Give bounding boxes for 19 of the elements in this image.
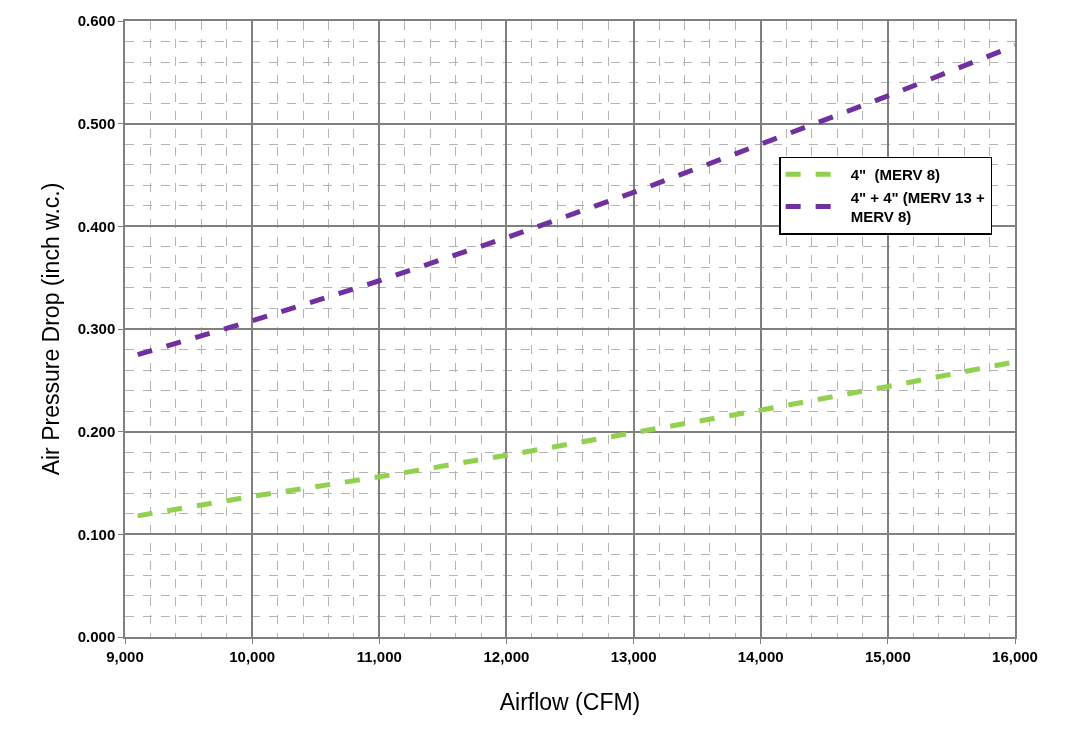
x-tick-label: 12,000	[483, 647, 530, 665]
x-tick-label: 11,000	[356, 647, 402, 665]
x-tick-label: 16,000	[992, 647, 1038, 665]
x-tick-label: 13,000	[610, 647, 657, 665]
y-tick-label: 0.400	[77, 217, 116, 235]
x-tick-label: 15,000	[864, 647, 911, 665]
y-tick-label: 0.200	[77, 422, 116, 440]
y-axis-title: Air Pressure Drop (inch w.c.)	[37, 182, 64, 476]
y-tick-label: 0.000	[77, 628, 116, 646]
legend-label: 4" (MERV 8)	[850, 166, 941, 184]
y-tick-label: 0.600	[77, 12, 116, 30]
y-tick-label: 0.100	[77, 525, 116, 543]
x-axis-title: Airflow (CFM)	[499, 688, 641, 715]
y-tick-label: 0.300	[77, 320, 116, 338]
legend-label: 4" + 4" (MERV 13 + MERV 8)	[850, 188, 985, 226]
y-tick-label: 0.500	[77, 114, 116, 132]
x-tick-label: 14,000	[737, 647, 784, 665]
x-tick-label: 9,000	[106, 647, 144, 665]
x-tick-label: 10,000	[229, 647, 276, 665]
